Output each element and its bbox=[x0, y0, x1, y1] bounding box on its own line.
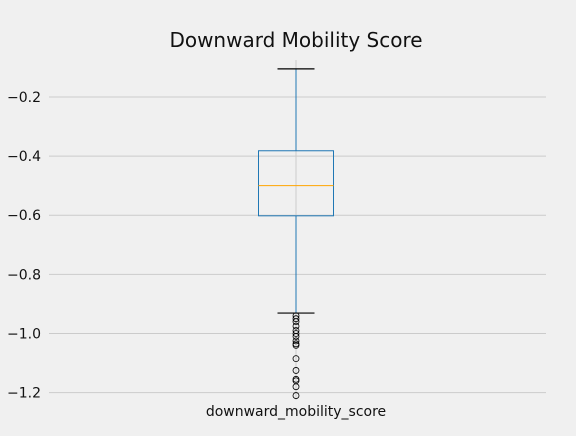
outlier-point bbox=[292, 383, 300, 391]
y-tick-label: −0.8 bbox=[7, 267, 41, 283]
outlier-point bbox=[292, 341, 300, 349]
outlier-point bbox=[292, 322, 300, 330]
outlier-point bbox=[292, 392, 300, 399]
outlier-point bbox=[292, 318, 300, 326]
y-tick-label: −0.6 bbox=[7, 208, 41, 224]
x-tick-label: downward_mobility_score bbox=[206, 404, 386, 420]
outlier-point bbox=[292, 355, 300, 363]
outlier-point bbox=[292, 315, 300, 323]
y-axis: −0.2 −0.4 −0.6 −0.8 −1.0 −1.2 bbox=[7, 90, 41, 402]
y-tick-label: −1.2 bbox=[7, 386, 41, 402]
y-tick-label: −1.0 bbox=[7, 326, 41, 342]
outlier-point bbox=[292, 333, 300, 340]
box-plot bbox=[258, 68, 334, 399]
y-tick-label: −0.2 bbox=[7, 90, 41, 106]
outlier-point bbox=[292, 330, 300, 337]
chart-title: Downward Mobility Score bbox=[169, 28, 422, 52]
grid-lines bbox=[49, 60, 546, 400]
outlier-point bbox=[292, 367, 300, 374]
y-tick-label: −0.4 bbox=[7, 149, 41, 165]
iqr-box bbox=[258, 150, 334, 217]
outlier-point bbox=[292, 337, 300, 345]
